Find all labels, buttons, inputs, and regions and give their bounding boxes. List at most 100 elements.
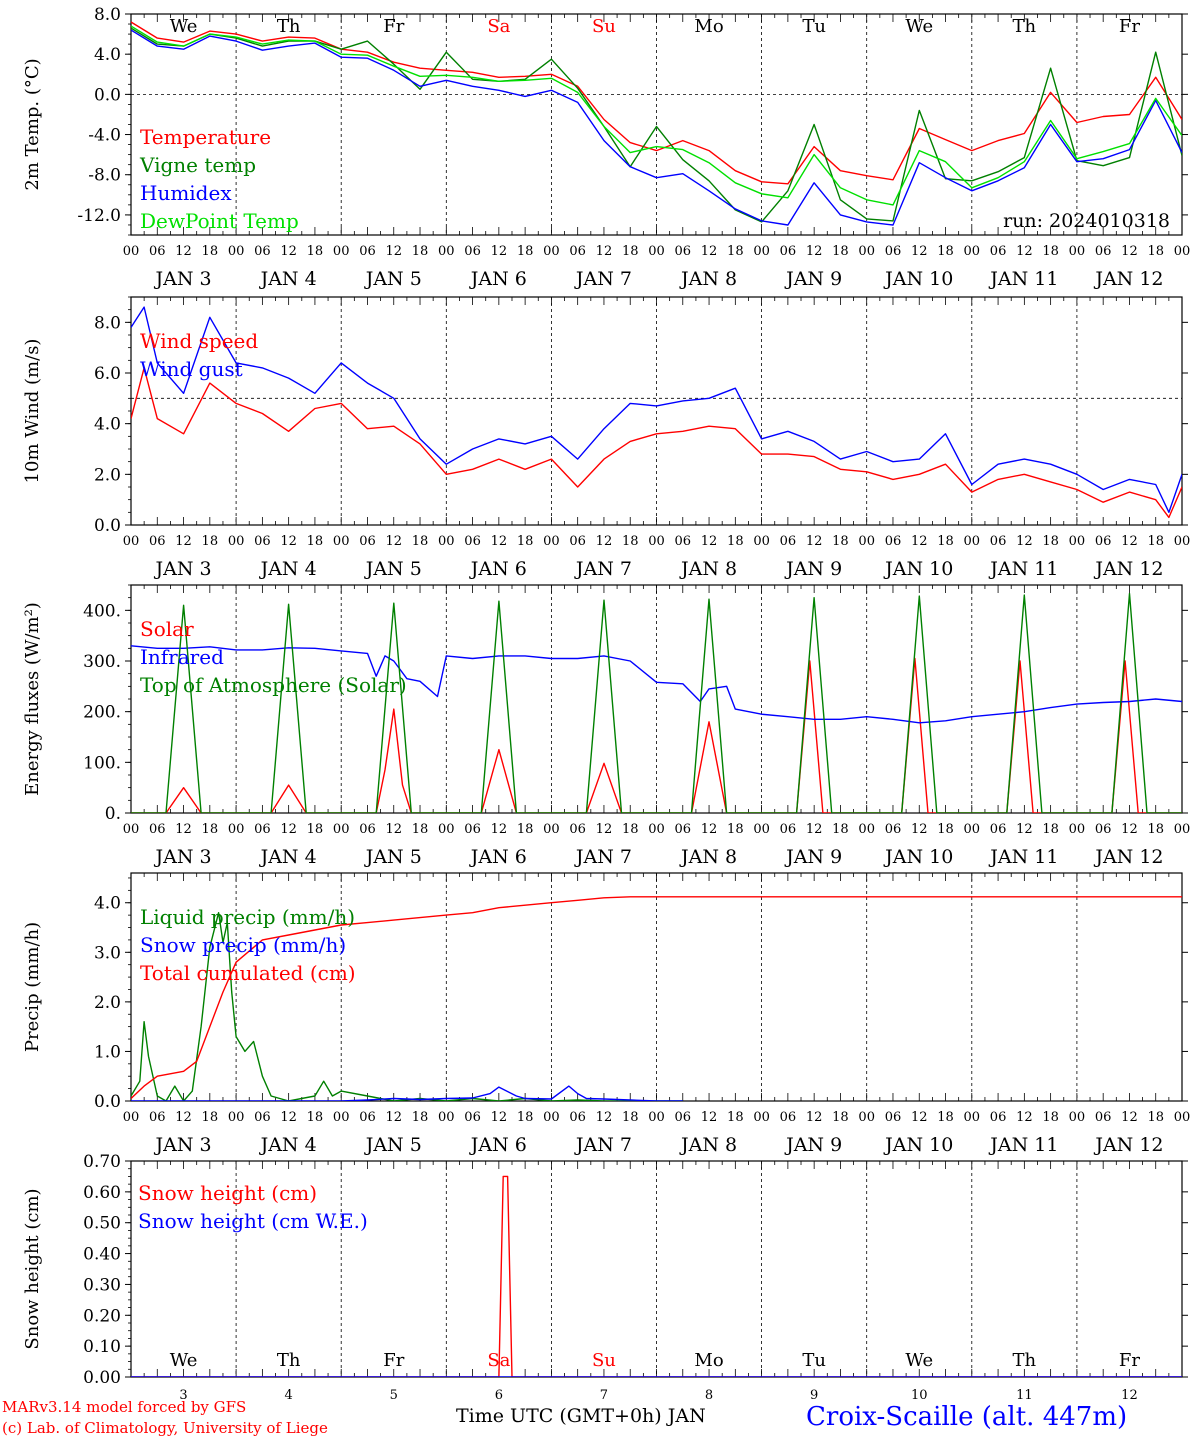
x-hour-label: 06 bbox=[675, 534, 692, 549]
x-hour-label: 12 bbox=[911, 1110, 928, 1125]
x-hour-label: 18 bbox=[1147, 822, 1164, 837]
x-hour-label: 18 bbox=[937, 1110, 954, 1125]
y-tick-label: 100. bbox=[83, 753, 121, 773]
x-hour-label: 12 bbox=[806, 244, 823, 259]
x-hour-label: 00 bbox=[753, 534, 770, 549]
x-hour-label: 06 bbox=[149, 822, 166, 837]
y-tick-label: 400. bbox=[83, 601, 121, 621]
x-hour-label: 00 bbox=[333, 534, 350, 549]
legend-entry: Snow precip (mm/h) bbox=[140, 933, 346, 957]
x-hour-label: 18 bbox=[1042, 1110, 1059, 1125]
day-name-label: Fr bbox=[1119, 16, 1140, 37]
x-day-number: 7 bbox=[600, 1388, 608, 1403]
x-hour-label: 18 bbox=[1147, 244, 1164, 259]
day-name-label: We bbox=[905, 1350, 933, 1371]
x-hour-label: 18 bbox=[1042, 534, 1059, 549]
x-hour-label: 00 bbox=[648, 822, 665, 837]
y-tick-label: 200. bbox=[83, 703, 121, 723]
x-hour-label: 06 bbox=[675, 1110, 692, 1125]
day-name-label: Fr bbox=[1119, 1350, 1140, 1371]
x-hour-label: 12 bbox=[175, 534, 192, 549]
x-hour-label: 00 bbox=[1174, 822, 1191, 837]
y-tick-label: 0.50 bbox=[83, 1214, 121, 1234]
x-date-label: JAN 5 bbox=[364, 268, 422, 290]
x-hour-label: 12 bbox=[491, 1110, 508, 1125]
x-hour-label: 12 bbox=[596, 534, 613, 549]
day-name-label: Fr bbox=[383, 1350, 404, 1371]
x-hour-label: 00 bbox=[543, 534, 560, 549]
legend-entry: Snow height (cm) bbox=[138, 1181, 317, 1205]
x-hour-label: 18 bbox=[412, 244, 429, 259]
x-hour-label: 00 bbox=[333, 244, 350, 259]
x-hour-label: 18 bbox=[727, 244, 744, 259]
x-hour-label: 12 bbox=[1016, 534, 1033, 549]
day-name-label: Tu bbox=[802, 1350, 826, 1371]
x-hour-label: 18 bbox=[937, 244, 954, 259]
x-hour-label: 00 bbox=[964, 822, 981, 837]
x-hour-label: 06 bbox=[675, 822, 692, 837]
x-hour-label: 06 bbox=[1095, 244, 1112, 259]
legend-entry: Wind speed bbox=[140, 329, 258, 353]
x-hour-label: 12 bbox=[385, 822, 402, 837]
x-hour-label: 00 bbox=[1174, 534, 1191, 549]
x-date-label: JAN 3 bbox=[154, 1134, 212, 1156]
x-date-label: JAN 10 bbox=[883, 558, 953, 580]
x-hour-label: 06 bbox=[359, 822, 376, 837]
x-hour-label: 06 bbox=[780, 1110, 797, 1125]
x-hour-label: 12 bbox=[701, 534, 718, 549]
x-hour-label: 18 bbox=[832, 534, 849, 549]
day-name-label: Mo bbox=[694, 1350, 723, 1371]
x-hour-label: 18 bbox=[622, 244, 639, 259]
x-date-label: JAN 5 bbox=[364, 1134, 422, 1156]
y-tick-label: 4.0 bbox=[94, 415, 121, 435]
x-date-label: JAN 6 bbox=[469, 268, 527, 290]
legend-entry: Vigne temp bbox=[139, 153, 256, 177]
x-hour-label: 18 bbox=[727, 822, 744, 837]
x-hour-label: 12 bbox=[280, 1110, 297, 1125]
x-hour-label: 18 bbox=[1147, 1110, 1164, 1125]
x-hour-label: 00 bbox=[543, 822, 560, 837]
x-hour-label: 06 bbox=[569, 244, 586, 259]
y-tick-label: 0.0 bbox=[94, 1092, 121, 1112]
model-credit-line: MARv3.14 model forced by GFS bbox=[2, 1398, 247, 1416]
y-tick-label: 2.0 bbox=[94, 465, 121, 485]
x-hour-label: 00 bbox=[543, 244, 560, 259]
series-line-total-cumulated-cm- bbox=[131, 896, 1182, 1100]
legend-entry: Snow height (cm W.E.) bbox=[138, 1209, 368, 1233]
x-day-number: 10 bbox=[911, 1388, 928, 1403]
panel-2: 8.0 6.0 4.0 2.0 0.0 10m Wind (m/s) 00 06 12 18 00 0… bbox=[22, 296, 1191, 580]
x-hour-label: 00 bbox=[753, 822, 770, 837]
x-date-label: JAN 10 bbox=[883, 846, 953, 868]
x-hour-label: 06 bbox=[464, 822, 481, 837]
y-tick-label: 0.60 bbox=[83, 1183, 121, 1203]
day-name-label: We bbox=[170, 1350, 198, 1371]
y-tick-label: 0.70 bbox=[83, 1152, 121, 1172]
legend-entry: Wind gust bbox=[140, 357, 243, 381]
x-hour-label: 06 bbox=[1095, 534, 1112, 549]
y-tick-label: 300. bbox=[83, 652, 121, 672]
x-hour-label: 12 bbox=[806, 534, 823, 549]
day-name-label: Mo bbox=[694, 16, 723, 37]
x-date-label: JAN 5 bbox=[364, 846, 422, 868]
series-line-humidex bbox=[131, 29, 1182, 226]
x-hour-label: 06 bbox=[885, 534, 902, 549]
x-hour-label: 06 bbox=[780, 244, 797, 259]
x-hour-label: 18 bbox=[727, 1110, 744, 1125]
x-hour-label: 12 bbox=[385, 244, 402, 259]
x-hour-label: 06 bbox=[780, 822, 797, 837]
x-hour-label: 12 bbox=[1121, 822, 1138, 837]
x-date-label: JAN 10 bbox=[883, 1134, 953, 1156]
day-name-label: Th bbox=[277, 16, 301, 37]
day-name-label: Fr bbox=[383, 16, 404, 37]
day-name-label: Th bbox=[1013, 1350, 1037, 1371]
x-hour-label: 18 bbox=[307, 1110, 324, 1125]
x-hour-label: 12 bbox=[701, 244, 718, 259]
y-tick-label: 4.0 bbox=[94, 45, 121, 65]
x-hour-label: 06 bbox=[254, 1110, 271, 1125]
x-hour-label: 12 bbox=[596, 244, 613, 259]
panel-4: 4.0 3.0 2.0 1.0 0.0 Precip (mm/h) 00 06 12 18 00 06… bbox=[22, 872, 1190, 1156]
x-hour-label: 00 bbox=[438, 1110, 455, 1125]
x-date-label: JAN 12 bbox=[1093, 1134, 1163, 1156]
x-hour-label: 18 bbox=[202, 244, 219, 259]
x-hour-label: 12 bbox=[701, 1110, 718, 1125]
